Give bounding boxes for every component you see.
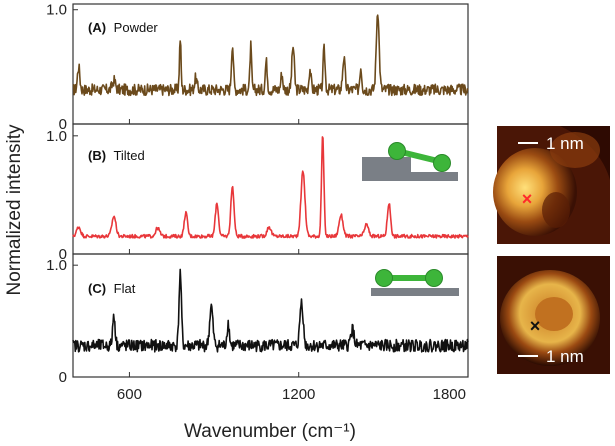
y-tick-label: 0 (59, 246, 67, 263)
x-tick-label: 1800 (433, 386, 466, 403)
panel-b: 0 1.0 (B) Tilted (46, 123, 469, 263)
scale-label-flat: 1 nm (546, 347, 584, 366)
x-tick-label: 1200 (282, 386, 315, 403)
y-tick-label: 1.0 (46, 2, 67, 19)
panel-a-label: (A) Powder (88, 20, 158, 35)
panel-c: 0 1.0 (C) Flat (46, 253, 469, 386)
tip-marker-tilted: × (522, 189, 533, 209)
y-axis-title: Normalized intensity (4, 124, 25, 296)
panel-b-label: (B) Tilted (88, 148, 145, 163)
panel-b-title: Tilted (113, 148, 144, 163)
y-tick-label: 0 (59, 369, 67, 386)
stm-image-flat: 1 nm × (497, 256, 610, 374)
panel-c-letter: (C) (88, 281, 106, 296)
panel-c-spectrum (72, 268, 469, 353)
y-tick-label: 0 (59, 116, 67, 133)
panel-a-letter: (A) (88, 20, 106, 35)
y-tick-label: 1.0 (46, 128, 67, 145)
x-tick-label: 600 (117, 386, 142, 403)
panel-c-label: (C) Flat (88, 281, 136, 296)
molecule-atom-right (425, 269, 443, 287)
scale-label-tilted: 1 nm (546, 134, 584, 153)
molecule-atom-lower (433, 154, 451, 172)
x-axis-title: Wavenumber (cm⁻¹) (184, 421, 356, 442)
flat-molecule-inset (371, 269, 459, 296)
stm-image-tilted: 1 nm × (493, 126, 610, 244)
panel-a-spectrum (72, 14, 469, 97)
tilted-molecule-inset (362, 142, 458, 181)
panel-a: 0 1.0 (A) Powder (46, 2, 469, 133)
substrate-flat (371, 288, 459, 296)
panel-c-frame (72, 253, 469, 378)
substrate-base (362, 172, 458, 181)
panel-c-title: Flat (114, 281, 136, 296)
molecule-atom-upper (388, 142, 406, 160)
tip-marker-flat: × (530, 316, 541, 336)
y-tick-label: 1.0 (46, 257, 67, 274)
panel-b-letter: (B) (88, 148, 106, 163)
molecule-atom-left (375, 269, 393, 287)
panel-b-spectrum (72, 136, 469, 239)
panel-a-title: Powder (114, 20, 159, 35)
